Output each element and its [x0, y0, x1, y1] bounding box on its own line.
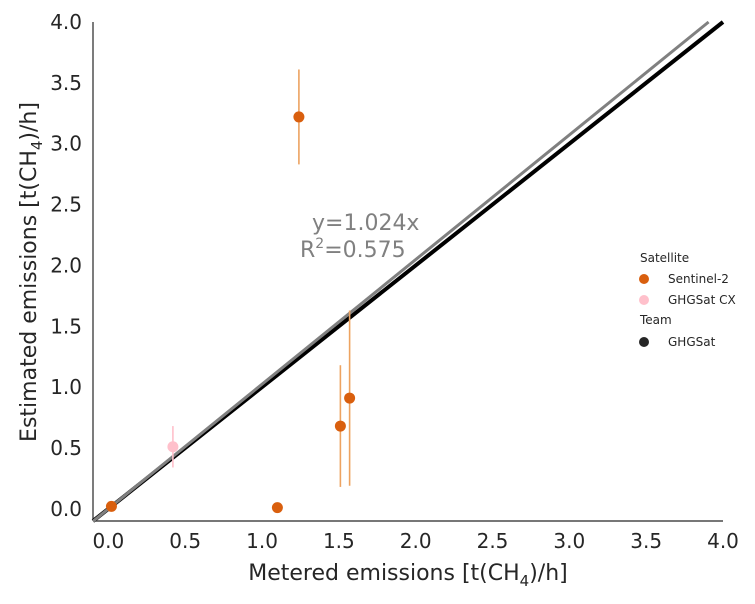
r-squared-superscript: 2 [315, 236, 324, 252]
y-axis-title: Estimated emissions [t(CH4)/h] [17, 102, 46, 442]
legend-label-ghgsat-cx: GHGSat CX [668, 293, 736, 307]
legend-title-satellite: Satellite [640, 251, 689, 265]
x-tick-label: 3.0 [553, 529, 585, 553]
point-sentinel-2 [271, 502, 283, 514]
legend-marker-sentinel-2 [639, 274, 649, 284]
x-tick-label: 4.0 [707, 529, 739, 553]
y-tick-label: 3.0 [50, 132, 82, 156]
x-tick-label: 3.5 [630, 529, 662, 553]
y-tick-label: 4.0 [50, 10, 82, 34]
x-axis-title-end: )/h] [529, 561, 568, 586]
r-squared-r: R [300, 238, 315, 263]
y-tick-label: 3.5 [50, 71, 82, 95]
fit-r-squared: R2=0.575 [300, 236, 406, 263]
point-sentinel-2 [293, 111, 305, 123]
x-axis-title-subscript: 4 [520, 572, 530, 590]
point-sentinel-2 [344, 392, 356, 404]
legend-marker-ghgsat-cx [639, 295, 649, 305]
point-sentinel-2 [105, 500, 117, 512]
x-tick-labels: 0.0 0.5 1.0 1.5 2.0 2.5 3.0 3.5 4.0 [92, 529, 738, 553]
y-tick-labels: 0.0 0.5 1.0 1.5 2.0 2.5 3.0 3.5 4.0 [50, 10, 82, 521]
x-axis-title-main: Metered emissions [t(CH [248, 561, 519, 586]
error-bars [172, 69, 351, 487]
x-tick-label: 0.0 [92, 529, 124, 553]
point-ghgsat-cx [167, 441, 179, 453]
y-tick-label: 2.5 [50, 193, 82, 217]
y-axis-title-subscript: 4 [28, 141, 46, 151]
x-tick-label: 1.5 [323, 529, 355, 553]
x-tick-label: 1.0 [246, 529, 278, 553]
x-axis-title: Metered emissions [t(CH4)/h] [248, 561, 567, 590]
fit-equation: y=1.024x [312, 211, 419, 236]
r-squared-value: =0.575 [324, 238, 405, 263]
legend-label-ghgsat: GHGSat [668, 335, 716, 349]
fit-line [92, 20, 710, 523]
data-points [105, 111, 356, 514]
y-tick-label: 0.0 [50, 497, 82, 521]
y-axis-title-end: )/h] [17, 102, 42, 141]
legend: Satellite Sentinel-2 GHGSat CX Team GHGS… [639, 251, 736, 349]
x-tick-label: 2.0 [400, 529, 432, 553]
point-sentinel-2 [334, 420, 346, 432]
legend-title-team: Team [639, 313, 672, 327]
y-tick-label: 1.5 [50, 314, 82, 338]
legend-marker-ghgsat [639, 337, 649, 347]
y-tick-label: 1.0 [50, 375, 82, 399]
y-tick-label: 0.5 [50, 436, 82, 460]
legend-label-sentinel-2: Sentinel-2 [668, 272, 729, 286]
y-tick-label: 2.0 [50, 253, 82, 277]
y-axis-title-main: Estimated emissions [t(CH [17, 150, 42, 442]
x-tick-label: 0.5 [169, 529, 201, 553]
regression-lines [91, 20, 725, 523]
x-tick-label: 2.5 [477, 529, 509, 553]
